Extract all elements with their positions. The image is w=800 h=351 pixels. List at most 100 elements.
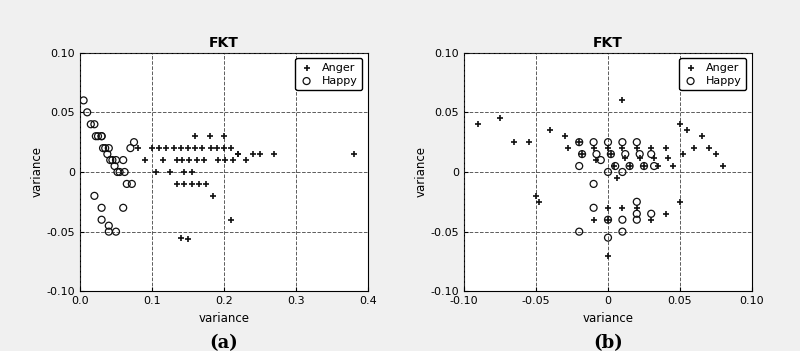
Happy [634,151,646,157]
Happy [587,181,600,187]
Anger [183,157,196,163]
Title: FKT: FKT [593,36,623,50]
Happy [117,205,130,211]
Text: (a): (a) [210,334,238,351]
Anger [206,193,219,199]
Anger [472,121,485,127]
Happy [602,169,614,175]
Anger [605,151,618,157]
Anger [131,145,144,151]
Happy [81,110,94,115]
Anger [198,157,210,163]
Happy [587,139,600,145]
Anger [619,155,632,160]
Anger [212,157,225,163]
Anger [508,139,521,145]
Anger [160,145,173,151]
Legend: Anger, Happy: Anger, Happy [295,58,362,91]
Anger [174,235,187,240]
Anger [590,157,603,163]
Happy [630,211,643,217]
Happy [616,217,629,223]
Happy [590,151,603,157]
Happy [616,169,629,175]
Anger [232,151,245,157]
Happy [602,235,614,240]
Happy [108,163,121,169]
Anger [688,145,701,151]
Happy [102,145,115,151]
Anger [219,157,232,163]
X-axis label: variance: variance [198,312,250,325]
Happy [101,151,114,157]
Anger [185,169,198,175]
Happy [623,163,636,169]
Anger [645,145,658,151]
Happy [602,139,614,145]
Anger [167,145,180,151]
Anger [674,121,686,127]
Happy [121,181,134,187]
X-axis label: variance: variance [582,312,634,325]
Anger [171,157,184,163]
Happy [95,205,108,211]
Anger [662,155,675,160]
Happy [88,193,101,199]
Text: (b): (b) [593,334,623,351]
Anger [645,217,658,223]
Happy [110,157,122,163]
Anger [522,139,535,145]
Anger [674,199,686,205]
Anger [225,217,238,223]
Anger [573,139,586,145]
Happy [111,169,124,175]
Anger [225,145,238,151]
Anger [494,115,506,121]
Happy [91,133,104,139]
Happy [630,139,643,145]
Happy [594,157,607,163]
Anger [157,157,170,163]
Anger [254,151,266,157]
Anger [153,145,166,151]
Happy [90,133,102,139]
Happy [102,229,115,234]
Anger [576,151,589,157]
Happy [117,157,130,163]
Anger [218,145,230,151]
Anger [200,181,213,187]
Happy [97,145,110,151]
Anger [185,181,198,187]
Anger [268,151,281,157]
Anger [178,169,190,175]
Anger [149,169,162,175]
Happy [99,145,112,151]
Happy [630,217,643,223]
Happy [118,169,131,175]
Anger [558,133,571,139]
Anger [138,157,151,163]
Happy [104,157,117,163]
Happy [645,151,658,157]
Title: FKT: FKT [209,36,239,50]
Anger [218,133,230,139]
Happy [573,139,586,145]
Anger [239,157,252,163]
Anger [191,157,204,163]
Happy [128,139,141,145]
Happy [619,151,632,157]
Anger [203,133,216,139]
Anger [616,98,629,103]
Anger [193,181,205,187]
Happy [573,229,586,234]
Anger [602,205,614,211]
Happy [602,217,614,223]
Happy [587,205,600,211]
Anger [530,193,542,199]
Anger [587,217,600,223]
Anger [182,145,194,151]
Anger [630,205,643,211]
Anger [659,211,672,217]
Anger [205,145,218,151]
Happy [88,121,101,127]
